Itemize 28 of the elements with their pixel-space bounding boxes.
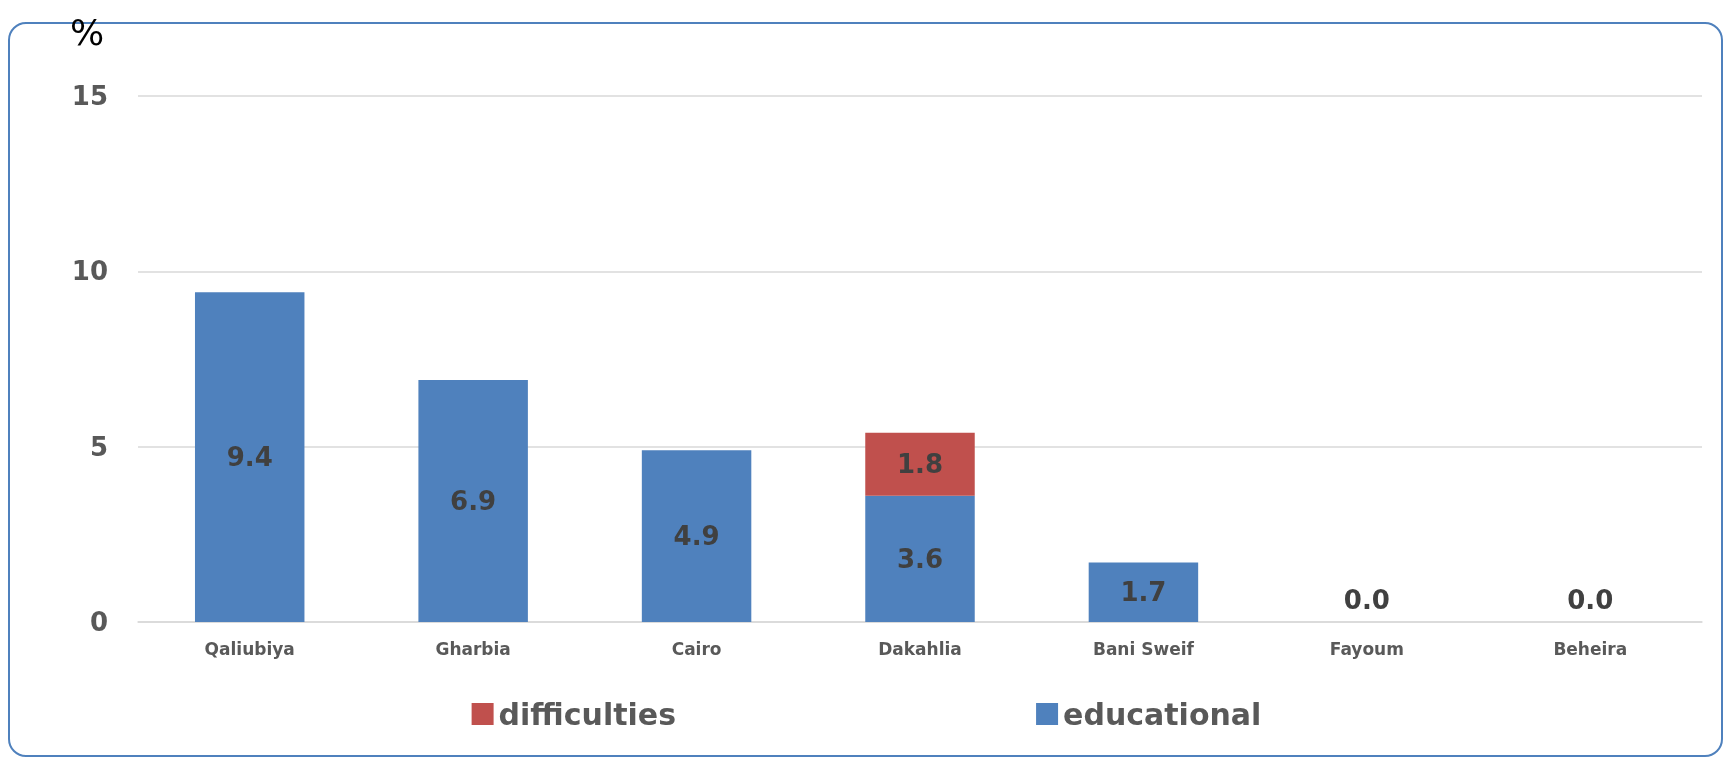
x-tick-label: Fayoum (1329, 638, 1404, 659)
y-tick-label: 10 (71, 256, 108, 287)
y-axis-title: % (70, 11, 105, 53)
legend-label: educational (1063, 696, 1262, 732)
legend-label: difficulties (498, 696, 677, 732)
data-label: 1.8 (896, 449, 944, 480)
bar (865, 495, 975, 622)
y-tick-label: 0 (89, 607, 108, 637)
x-tick-label: Dakahlia (878, 638, 962, 659)
x-tick-label: Cairo (671, 638, 722, 659)
bar (865, 432, 975, 496)
data-label: 0.0 (1567, 585, 1614, 615)
data-label: 0.0 (1343, 585, 1390, 615)
x-tick-label: Beheira (1553, 638, 1628, 659)
x-tick-label: Gharbia (435, 638, 511, 659)
bar (1088, 562, 1199, 622)
data-label: 1.7 (1120, 577, 1167, 608)
x-tick-label: Bani Sweif (1092, 638, 1195, 659)
bar (641, 450, 752, 622)
data-label: 3.6 (896, 543, 944, 574)
x-tick-label: Qaliubiya (204, 638, 295, 659)
bar (194, 292, 305, 622)
data-label: 6.9 (450, 486, 497, 517)
data-label: 4.9 (673, 521, 720, 552)
y-tick-label: 15 (71, 81, 108, 111)
data-label: 9.4 (226, 442, 273, 473)
bar (418, 380, 528, 622)
y-tick-label: 5 (89, 431, 108, 462)
